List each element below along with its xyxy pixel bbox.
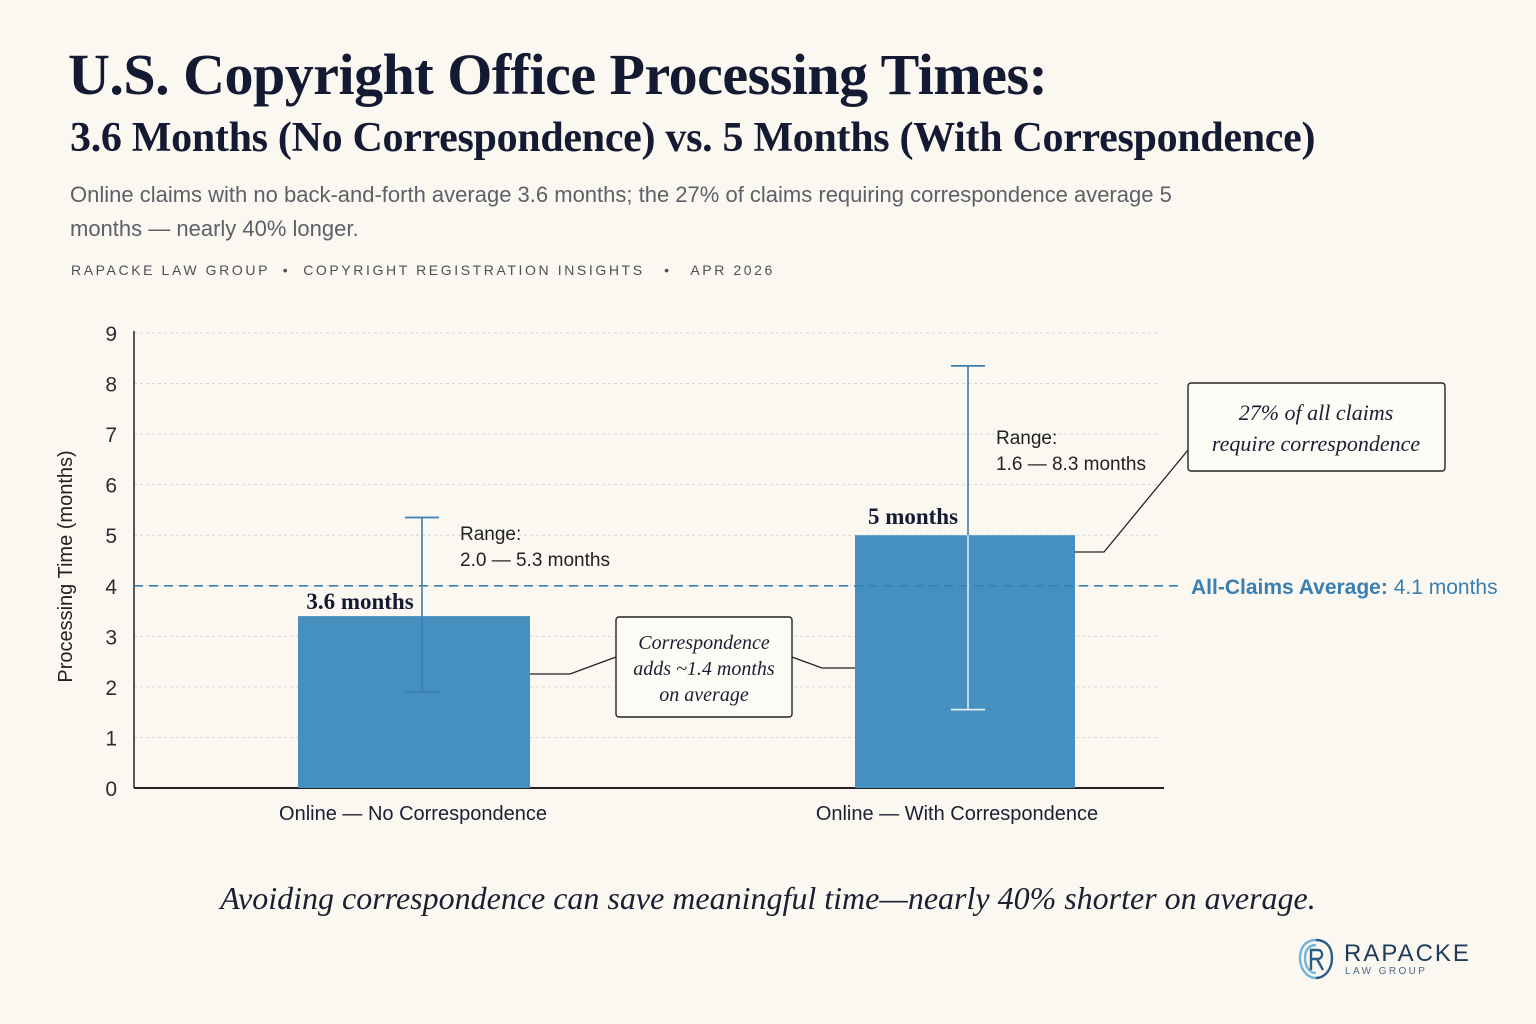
y-tick-label: 7: [105, 424, 117, 447]
average-line-label: All-Claims Average: 4.1 months: [1191, 576, 1498, 599]
bar: [298, 616, 530, 788]
x-category-label: Online — No Correspondence: [279, 803, 547, 825]
range-label-values: 2.0 — 5.3 months: [460, 550, 610, 571]
callout-leader-left: [530, 656, 617, 675]
y-tick-label: 8: [105, 374, 117, 397]
company-logo: RAPACKE LAW GROUP: [1296, 934, 1486, 986]
chart-description: Online claims with no back-and-forth ave…: [70, 182, 1172, 241]
y-tick-label: 9: [105, 323, 117, 346]
chart-title: U.S. Copyright Office Processing Times:: [68, 42, 1048, 107]
callout-leader-share: [1075, 449, 1189, 553]
callout-leader-right: [791, 656, 855, 669]
chart-subtitle: 3.6 Months (No Correspondence) vs. 5 Mon…: [70, 115, 1316, 161]
y-tick-label: 1: [105, 727, 117, 750]
range-label-heading: Range:: [996, 428, 1057, 449]
logo-subtitle: LAW GROUP: [1345, 966, 1428, 977]
average-label-prefix: All-Claims Average:: [1191, 576, 1394, 599]
average-label-value: 4.1 months: [1394, 576, 1498, 599]
callout-box-share: [1187, 382, 1446, 472]
callout-text-share: require correspondence: [1212, 431, 1421, 456]
logo-mark-icon: [1298, 938, 1334, 980]
y-tick-label: 2: [105, 677, 117, 700]
callout-box-correspondence: [615, 616, 793, 718]
y-tick-label: 4: [105, 576, 117, 599]
y-axis-label: Processing Time (months): [55, 450, 77, 682]
callout-text-correspondence: on average: [659, 684, 749, 706]
byline: RAPACKE LAW GROUP • COPYRIGHT REGISTRATI…: [71, 262, 775, 278]
callout-text-share: 27% of all claims: [1239, 400, 1394, 425]
callout-text-correspondence: adds ~1.4 months: [633, 658, 775, 680]
value-label: 3.6 months: [306, 589, 413, 614]
range-label-heading: Range:: [460, 524, 521, 545]
y-tick-label: 3: [105, 626, 117, 649]
range-label-values: 1.6 — 8.3 months: [996, 454, 1146, 475]
x-category-label: Online — With Correspondence: [816, 803, 1098, 825]
y-tick-label: 6: [105, 475, 117, 498]
bar: [855, 535, 1075, 788]
chart-caption: Avoiding correspondence can save meaning…: [220, 880, 1316, 916]
callout-text-correspondence: Correspondence: [638, 632, 770, 654]
value-label: 5 months: [868, 504, 958, 529]
y-tick-label: 5: [105, 525, 117, 548]
y-tick-label: 0: [105, 778, 117, 801]
logo-name: RAPACKE: [1344, 940, 1471, 967]
